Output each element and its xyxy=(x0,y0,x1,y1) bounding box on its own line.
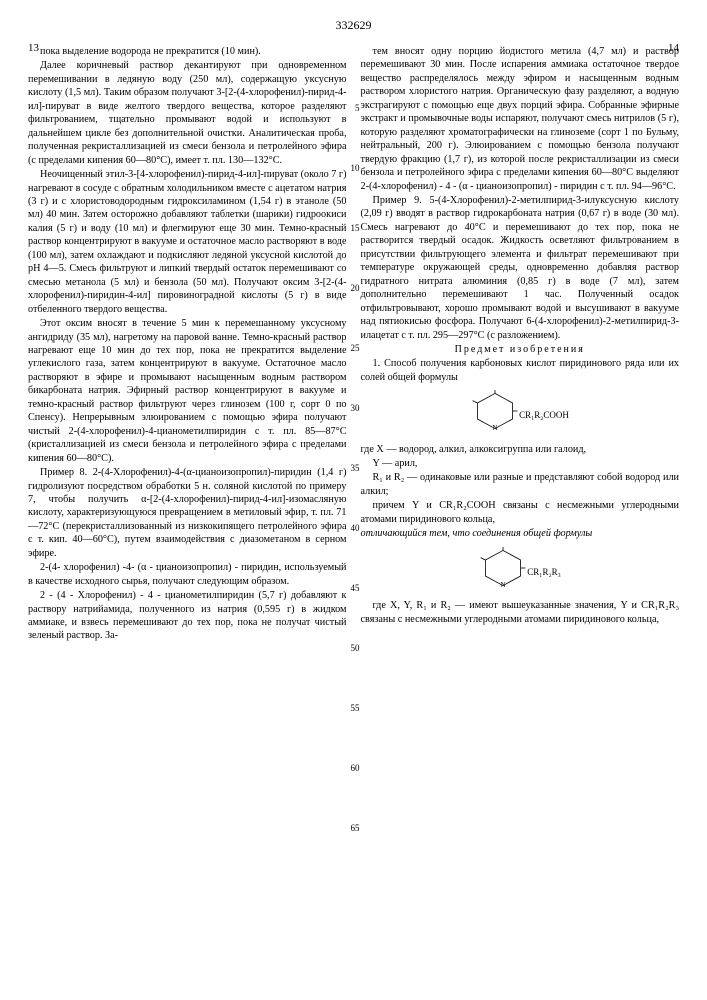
formula-substituent: CR₁R₂COOH xyxy=(519,410,569,420)
svg-text:N: N xyxy=(500,581,506,589)
line-marker: 60 xyxy=(351,763,360,775)
line-marker: 5 xyxy=(355,103,360,115)
page-number-left: 13 xyxy=(28,41,39,56)
line-marker: 65 xyxy=(351,823,360,835)
chemical-formula-1: X Y N CR₁R₂COOH xyxy=(361,390,680,436)
paragraph: Неочищенный этил-3-[4-хлорофенил)-пирид-… xyxy=(28,168,347,316)
document-number: 332629 xyxy=(28,18,679,33)
formula-substituent: CR₁R₂R₃ xyxy=(527,567,560,577)
line-marker: 55 xyxy=(351,703,360,715)
paragraph: Y — арил, xyxy=(361,457,680,470)
right-column: 14 5 10 15 20 25 30 35 40 45 50 55 60 65… xyxy=(361,45,680,644)
paragraph: Этот оксим вносят в течение 5 мин к пере… xyxy=(28,317,347,465)
line-marker: 20 xyxy=(351,283,360,295)
left-column: 13 пока выделение водорода не прекратитс… xyxy=(28,45,347,644)
paragraph: 2 - (4 - Хлорофенил) - 4 - цианометилпир… xyxy=(28,589,347,643)
line-marker: 10 xyxy=(351,163,360,175)
paragraph: причем Y и CR₁R₂COOH связаны с несмежным… xyxy=(361,499,680,526)
paragraph: тем вносят одну порцию йодистого метила … xyxy=(361,45,680,193)
line-marker: 40 xyxy=(351,523,360,535)
paragraph: R₁ и R₂ — одинаковые или разные и предст… xyxy=(361,471,680,498)
page: 332629 13 пока выделение водорода не пре… xyxy=(0,0,707,1000)
line-marker: 50 xyxy=(351,643,360,655)
paragraph: где X, Y, R₁ и R₂ — имеют вышеуказанные … xyxy=(361,599,680,626)
line-marker: 30 xyxy=(351,403,360,415)
line-marker: 15 xyxy=(351,223,360,235)
paragraph: Пример 8. 2-(4-Хлорофенил)-4-(α-цианоизо… xyxy=(28,466,347,560)
subject-heading: Предмет изобретения xyxy=(361,343,680,356)
paragraph: пока выделение водорода не прекратится (… xyxy=(28,45,347,58)
paragraph: где X — водород, алкил, алкоксигруппа ил… xyxy=(361,443,680,456)
line-marker: 35 xyxy=(351,463,360,475)
line-marker: 25 xyxy=(351,343,360,355)
pyridine-ring-icon: X Y N xyxy=(479,547,527,589)
page-number-right: 14 xyxy=(668,41,679,56)
paragraph: 2-(4- хлорофенил) -4- (α - цианоизопропи… xyxy=(28,561,347,588)
two-column-layout: 13 пока выделение водорода не прекратитс… xyxy=(28,45,679,644)
pyridine-ring-icon: X Y N xyxy=(471,390,519,432)
paragraph: Далее коричневый раствор декантируют при… xyxy=(28,59,347,167)
paragraph: Пример 9. 5-(4-Хлорофенил)-2-метилпирид-… xyxy=(361,194,680,342)
line-marker: 45 xyxy=(351,583,360,595)
chemical-formula-2: X Y N CR₁R₂R₃ xyxy=(361,547,680,593)
paragraph: отличающийся тем, что соединения общей ф… xyxy=(361,527,680,540)
svg-text:N: N xyxy=(492,424,498,432)
paragraph: 1. Способ получения карбоновых кислот пи… xyxy=(361,357,680,384)
